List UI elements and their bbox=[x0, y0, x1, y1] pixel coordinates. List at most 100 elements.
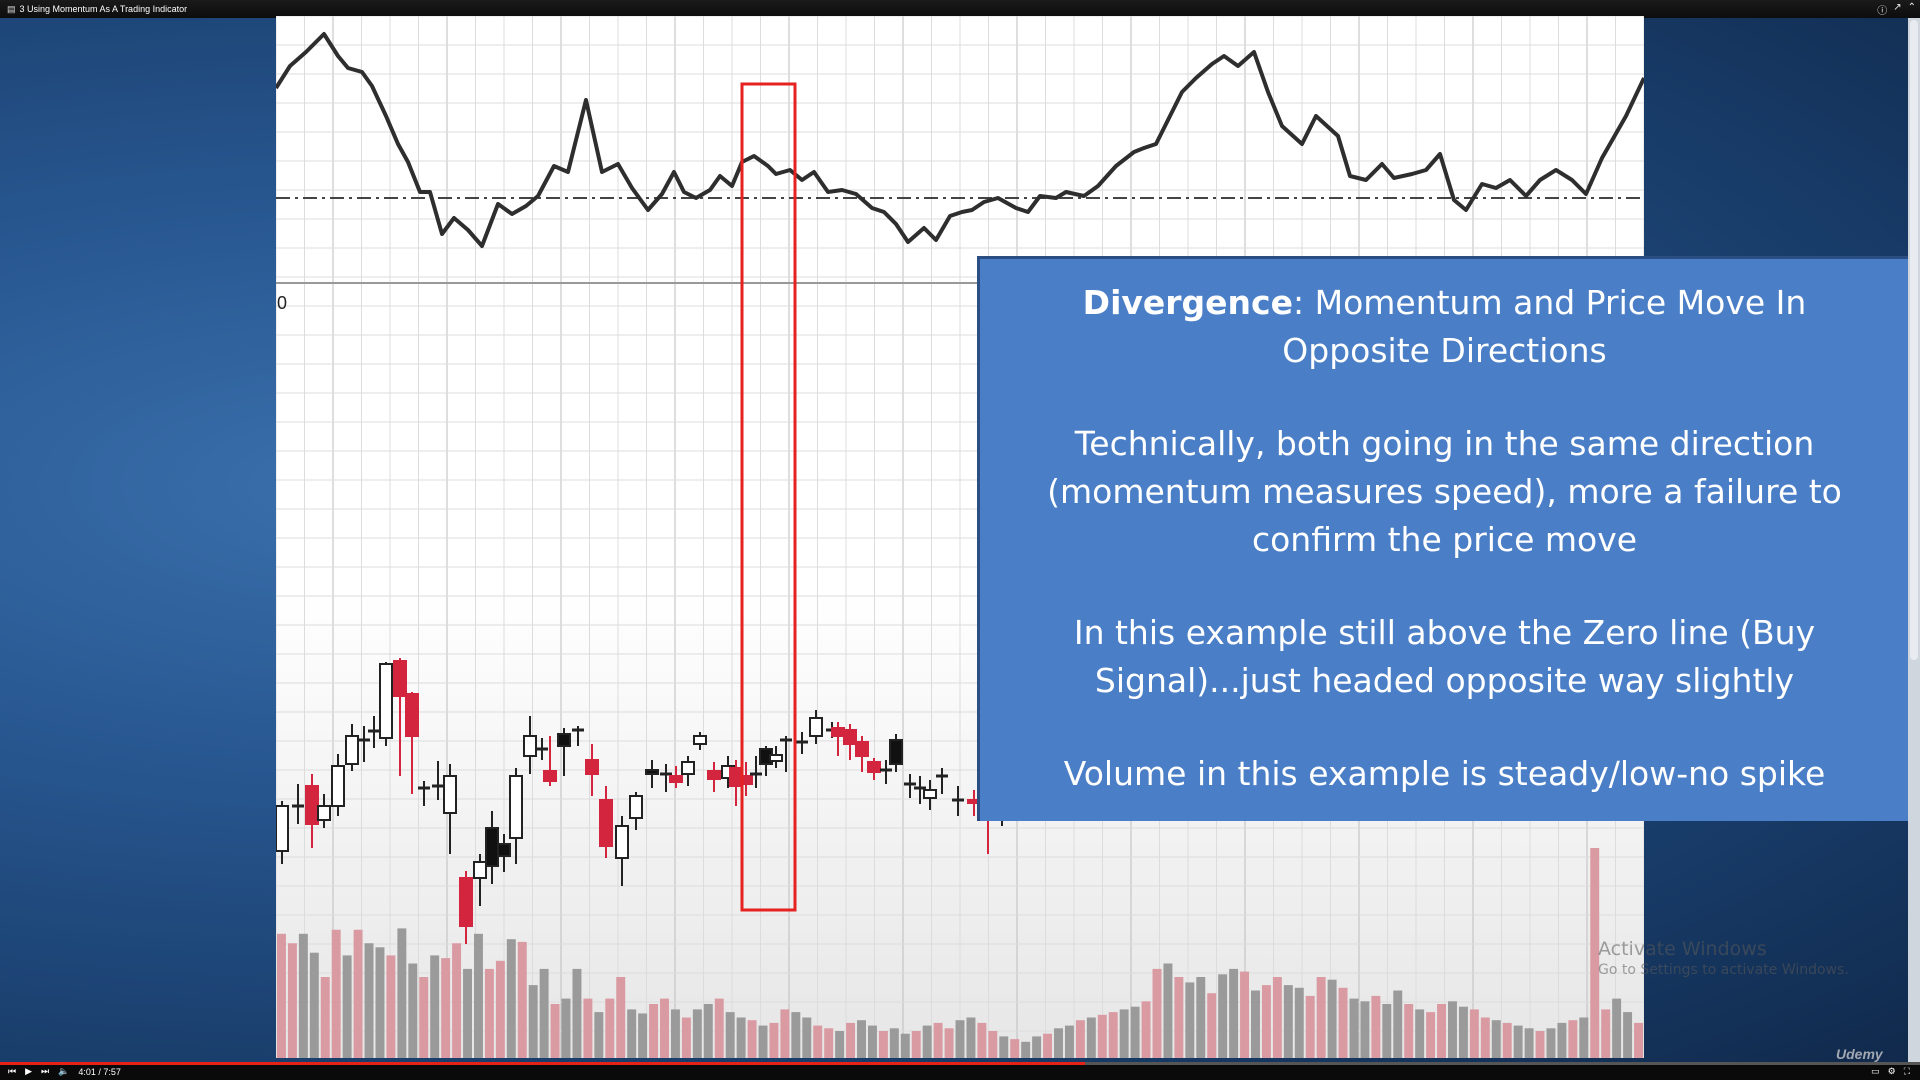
volume-bar bbox=[1623, 1012, 1633, 1058]
volume-bar bbox=[287, 943, 297, 1058]
volume-bar bbox=[1207, 993, 1217, 1058]
volume-bar bbox=[463, 968, 472, 1058]
candle-body bbox=[497, 843, 511, 857]
volume-bar bbox=[813, 1025, 823, 1058]
volume-bar bbox=[320, 977, 330, 1058]
next-icon[interactable]: ⏭ bbox=[41, 1066, 50, 1076]
volume-bar bbox=[1064, 1025, 1074, 1058]
scrollbar-thumb[interactable] bbox=[1910, 20, 1918, 660]
volume-bar bbox=[1634, 1022, 1643, 1058]
volume-bar bbox=[627, 1009, 637, 1058]
volume-bar bbox=[1568, 1020, 1578, 1058]
volume-bar bbox=[331, 929, 341, 1058]
fullscreen-icon[interactable]: ⛶ bbox=[1903, 1066, 1910, 1076]
volume-bar bbox=[1415, 1009, 1425, 1058]
volume-bar bbox=[1294, 987, 1304, 1058]
volume-bar bbox=[1546, 1028, 1556, 1058]
volume-bar bbox=[911, 1031, 921, 1058]
volume-bar bbox=[681, 1017, 691, 1058]
volume-bar bbox=[1557, 1022, 1567, 1058]
volume-bar bbox=[1458, 1006, 1468, 1058]
volume-bar bbox=[966, 1017, 976, 1058]
volume-bar bbox=[889, 1028, 899, 1058]
volume-bar bbox=[528, 985, 538, 1058]
volume-bar bbox=[1054, 1028, 1063, 1058]
volume-bar bbox=[1021, 1041, 1031, 1058]
volume-bar bbox=[944, 1028, 954, 1058]
volume-bar bbox=[430, 955, 440, 1058]
app-icon: ▤ bbox=[7, 3, 16, 14]
volume-bar bbox=[1141, 1001, 1151, 1058]
volume-bar bbox=[1130, 1006, 1140, 1058]
candle-body bbox=[669, 775, 683, 783]
volume-bar bbox=[1502, 1022, 1512, 1058]
captions-icon[interactable]: ▭ bbox=[1871, 1066, 1880, 1076]
volume-bar bbox=[1426, 1012, 1436, 1058]
settings-icon[interactable]: ⚙ bbox=[1887, 1066, 1896, 1076]
volume-bar bbox=[714, 998, 724, 1058]
play-icon[interactable]: ▶ bbox=[25, 1066, 33, 1076]
volume-bar bbox=[955, 1020, 965, 1058]
candle-body bbox=[585, 759, 599, 775]
volume-bar bbox=[1251, 990, 1260, 1058]
volume-bar bbox=[780, 1009, 790, 1058]
window-title: 3 Using Momentum As A Trading Indicator bbox=[19, 4, 188, 14]
volume-bar bbox=[1119, 1009, 1129, 1058]
volume-bar bbox=[703, 1004, 713, 1058]
candle-body bbox=[867, 761, 881, 773]
volume-bar bbox=[1601, 1009, 1611, 1058]
udemy-logo: Udemy bbox=[1836, 1046, 1883, 1062]
candle-body bbox=[557, 733, 571, 747]
info-icon[interactable]: ⓘ bbox=[1877, 6, 1888, 17]
volume-bar bbox=[922, 1025, 932, 1058]
previous-icon[interactable]: ⏮ bbox=[8, 1066, 17, 1076]
volume-bar bbox=[933, 1022, 943, 1058]
watermark-title: Activate Windows bbox=[1598, 938, 1767, 960]
volume-bar bbox=[583, 998, 593, 1058]
volume-bar bbox=[473, 933, 483, 1058]
volume-bar bbox=[441, 958, 451, 1058]
volume-bar bbox=[1513, 1025, 1523, 1058]
minimize-icon[interactable]: ⌃ bbox=[1907, 2, 1916, 13]
scrollbar[interactable] bbox=[1908, 18, 1920, 1062]
candle-body bbox=[629, 795, 643, 819]
volume-bar bbox=[999, 1036, 1009, 1058]
volume-icon[interactable]: 🔈 bbox=[58, 1066, 70, 1076]
candle-body bbox=[485, 827, 499, 867]
volume-bar bbox=[572, 968, 582, 1058]
volume-bar bbox=[638, 1013, 648, 1058]
volume-bar bbox=[670, 1009, 680, 1058]
volume-bar bbox=[1108, 1012, 1118, 1058]
candle-body bbox=[693, 735, 707, 745]
volume-bar bbox=[649, 1004, 659, 1058]
candle-body bbox=[855, 741, 869, 757]
volume-bar bbox=[1229, 968, 1239, 1058]
volume-bar bbox=[1163, 963, 1173, 1058]
volume-bar bbox=[419, 977, 429, 1058]
volume-bar bbox=[1272, 977, 1282, 1058]
volume-bar bbox=[408, 963, 418, 1058]
divergence-note: Divergence: Momentum and Price Move In O… bbox=[977, 256, 1909, 821]
volume-bar bbox=[342, 955, 352, 1058]
volume-bar bbox=[1612, 998, 1622, 1058]
volume-bar bbox=[1043, 1033, 1053, 1058]
momentum-line bbox=[276, 32, 1644, 248]
volume-bar bbox=[1371, 995, 1381, 1058]
volume-bar bbox=[1218, 974, 1228, 1058]
share-icon[interactable]: ↗ bbox=[1893, 2, 1902, 13]
progress-bar[interactable] bbox=[0, 1062, 1920, 1065]
heading-rest: : Momentum and Price Move In Opposite Di… bbox=[1282, 283, 1807, 370]
volume-bar bbox=[835, 1031, 845, 1058]
volume-bar bbox=[1185, 982, 1195, 1058]
candle-body bbox=[317, 805, 331, 821]
volume-bar bbox=[1305, 995, 1315, 1058]
candle-body bbox=[405, 693, 419, 737]
volume-bar bbox=[561, 998, 571, 1058]
heading: Divergence: Momentum and Price Move In O… bbox=[1020, 279, 1869, 375]
volume-bar bbox=[878, 1031, 888, 1058]
candle-body bbox=[739, 775, 753, 785]
volume-bar bbox=[791, 1012, 801, 1058]
candle-body bbox=[599, 799, 613, 847]
candle-body bbox=[509, 775, 523, 839]
volume-bar bbox=[1480, 1017, 1490, 1058]
